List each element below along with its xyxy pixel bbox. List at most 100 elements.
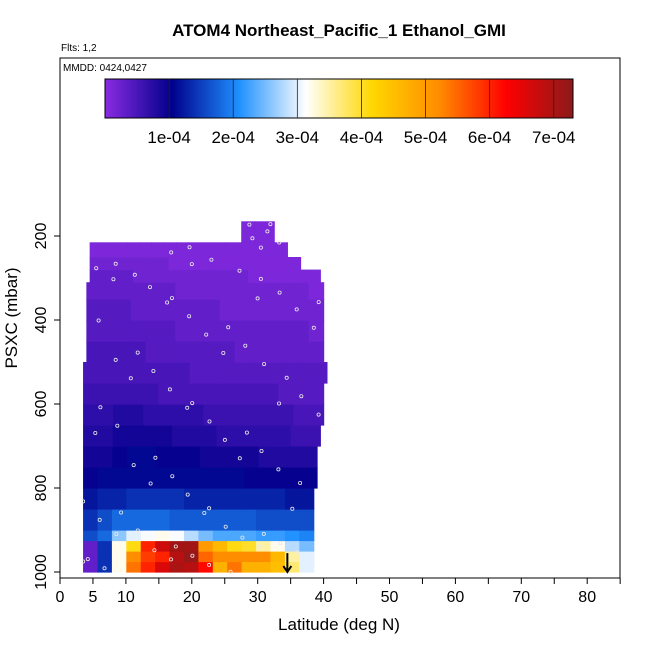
heatmap-cell (176, 269, 192, 283)
heatmap-cell (112, 425, 129, 447)
heatmap-cell (311, 362, 328, 384)
heatmap-cell (126, 540, 142, 552)
sample-marker (240, 535, 245, 540)
heatmap-cell (279, 282, 295, 300)
sample-marker (153, 455, 158, 460)
heatmap-cell (198, 551, 214, 563)
heatmap-cell (293, 282, 310, 300)
heatmap-cell (225, 242, 239, 258)
sample-marker (222, 437, 227, 442)
heatmap-cell (159, 362, 176, 384)
heatmap-cell (116, 341, 132, 363)
sample-marker (135, 350, 140, 355)
sample-marker (97, 517, 102, 522)
heatmap-cell (214, 467, 230, 489)
sample-marker (221, 350, 226, 355)
heatmap-cell (142, 425, 158, 447)
sample-marker (81, 499, 86, 504)
heatmap-cell (198, 530, 214, 542)
heatmap-cell (270, 530, 286, 542)
heatmap-cell (212, 561, 228, 573)
sample-marker (298, 480, 303, 485)
x-tick-label: 40 (315, 589, 333, 606)
heatmap-cell (97, 509, 113, 531)
heatmap-cell (279, 299, 295, 321)
heatmap-cell (83, 362, 99, 384)
heatmap-cell (229, 446, 245, 468)
heatmap-cell (219, 282, 236, 300)
heatmap-cell (155, 509, 171, 531)
heatmap-cell (143, 404, 159, 426)
heatmap-cell (113, 383, 129, 405)
heatmap-cell (143, 383, 159, 405)
sample-marker (170, 474, 175, 479)
heatmap-cell (198, 488, 214, 510)
heatmap-cell (262, 269, 278, 283)
heatmap-cell (308, 282, 325, 300)
sample-marker (185, 492, 190, 497)
heatmap-cell (140, 540, 156, 552)
heatmap-cell (97, 488, 113, 510)
heatmap-cell (160, 320, 176, 342)
heatmap-cell (270, 540, 286, 552)
heatmap-cell (284, 509, 300, 531)
sample-marker (135, 528, 140, 533)
heatmap-cell (175, 320, 191, 342)
heatmap-cell (147, 269, 163, 283)
heatmap-cell (212, 509, 228, 531)
heatmap-cell (83, 467, 99, 489)
heatmap-cell (83, 509, 99, 531)
heatmap-cell (126, 488, 142, 510)
heatmap-cell (287, 257, 302, 271)
heatmap-cell (155, 551, 171, 563)
heatmap-cell (234, 299, 251, 321)
sample-marker (119, 510, 124, 515)
heatmap-cell (233, 269, 249, 283)
plot-frame (59, 57, 621, 579)
sample-marker (202, 510, 207, 515)
heatmap-cell (270, 488, 286, 510)
heatmap-cell (126, 551, 142, 563)
heatmap-cell (262, 242, 276, 258)
heatmap-cell (83, 530, 99, 542)
heatmap-cell (198, 509, 214, 531)
heatmap-cell (275, 242, 288, 258)
sample-marker (316, 412, 321, 417)
heatmap-cell (183, 488, 199, 510)
heatmap-cell (256, 551, 272, 563)
heatmap-cell (101, 320, 117, 342)
heatmap-cell (83, 540, 99, 552)
sample-marker (151, 368, 156, 373)
sample-marker (204, 332, 209, 337)
sample-marker (114, 532, 119, 537)
heatmap-cell (98, 362, 115, 384)
heatmap-cell (111, 551, 127, 563)
heatmap-cell (256, 488, 272, 510)
heatmap-cell (169, 561, 185, 573)
heatmap-cell (247, 221, 255, 243)
sample-marker (168, 557, 173, 562)
heatmap-cell (83, 404, 99, 426)
sample-marker (132, 272, 137, 277)
heatmap-cell (203, 404, 219, 426)
heatmap-cell (158, 404, 174, 426)
sample-marker (207, 419, 212, 424)
heatmap-cell (97, 425, 114, 447)
x-tick-label: 30 (249, 589, 267, 606)
heatmap-cell (284, 530, 300, 542)
sample-marker (131, 463, 136, 468)
x-tick-label: 20 (183, 589, 201, 606)
heatmap-cell (299, 509, 315, 531)
sample-marker (250, 236, 255, 241)
heatmap-cell (175, 299, 191, 321)
heatmap-cell (140, 530, 156, 542)
heatmap-cell (97, 551, 113, 563)
heatmap-cell (183, 509, 199, 531)
heatmap-cell (83, 551, 99, 563)
heatmap-cell (142, 257, 157, 271)
heatmap-cell (254, 221, 262, 243)
sample-marker (311, 325, 316, 330)
sample-marker (265, 229, 270, 234)
heatmap-cell (170, 467, 187, 489)
heatmap-cell (160, 299, 176, 321)
